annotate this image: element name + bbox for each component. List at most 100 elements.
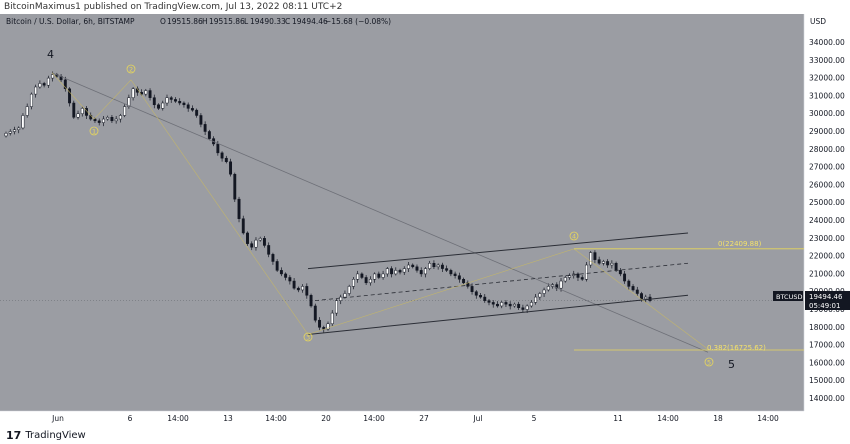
wave-1-label: 1 — [92, 128, 96, 136]
candle-body — [305, 286, 309, 296]
price-tick-label: 17000.00 — [809, 341, 845, 350]
candle-body — [491, 302, 495, 305]
candle-body — [97, 120, 101, 123]
candle-body — [216, 143, 220, 154]
price-tick-label: 25000.00 — [809, 198, 845, 207]
candle-body — [72, 102, 76, 118]
candle-body — [233, 173, 237, 200]
candle-body — [546, 286, 550, 291]
candle-body — [580, 277, 584, 280]
candle-body — [483, 296, 487, 301]
candle-body — [428, 262, 432, 269]
current-price-badge — [773, 291, 803, 301]
price-tick-label: 32000.00 — [809, 74, 845, 83]
candle-body — [195, 109, 199, 116]
candle-body — [368, 279, 372, 284]
price-tick-label: 31000.00 — [809, 91, 845, 100]
high-label: H — [202, 17, 208, 26]
time-tick-label: 14:00 — [167, 414, 189, 423]
time-tick-label: 5 — [532, 414, 537, 423]
time-tick-label: Jun — [51, 414, 64, 423]
current-price-tag: BTCUSD 19494.46 05:49:01 — [773, 291, 850, 310]
time-tick-label: 18 — [713, 414, 723, 423]
candle-body — [398, 270, 402, 273]
candle-body — [373, 273, 377, 280]
current-price: 19494.46 — [809, 293, 843, 301]
candle-body — [402, 268, 406, 273]
candle-body — [63, 79, 67, 90]
candle-body — [584, 264, 588, 280]
time-tick-label: 20 — [321, 414, 331, 423]
candle-body — [165, 97, 169, 104]
price-tick-label: 29000.00 — [809, 127, 845, 136]
plot-background[interactable] — [0, 14, 804, 411]
candle-body — [445, 268, 449, 271]
candle-body — [118, 115, 122, 120]
candle-body — [203, 124, 207, 132]
wave-2-minor: 2 — [126, 64, 136, 74]
fib-level-0382-label: 0.382(16725.62) — [707, 344, 766, 352]
candle-body — [606, 261, 610, 266]
candle-body — [517, 303, 521, 308]
candle-body — [568, 275, 571, 278]
price-tick-label: 18000.00 — [809, 323, 845, 332]
price-tick-label: 23000.00 — [809, 234, 845, 243]
price-axis-background[interactable] — [804, 14, 850, 426]
candle-body — [440, 264, 444, 269]
candle-body — [186, 104, 190, 109]
price-tick-label: 24000.00 — [809, 216, 845, 225]
candle-body — [423, 268, 427, 275]
elliott-wave-path — [51, 72, 710, 351]
high-value: 19515.86 — [209, 17, 245, 26]
time-tick-label: 11 — [613, 414, 623, 423]
candle-body — [144, 90, 148, 95]
candle-body — [174, 99, 177, 102]
candle-body — [224, 157, 228, 163]
candle-body — [631, 286, 635, 291]
close-value: 19494.46 — [292, 17, 328, 26]
wave-3-minor: 3 — [303, 332, 313, 342]
candle-body — [301, 286, 305, 291]
candle-body — [390, 268, 394, 275]
candle-body — [13, 129, 16, 132]
current-symbol: BTCUSD — [776, 293, 802, 301]
candle-body — [436, 264, 440, 268]
candle-body — [101, 118, 105, 123]
wave-4-label: 4 — [572, 233, 576, 241]
candle-body — [563, 277, 567, 282]
tradingview-logo-icon: 17 — [6, 428, 22, 442]
candle-body — [267, 245, 271, 255]
candle-body — [610, 262, 614, 266]
time-axis-background[interactable] — [0, 411, 804, 426]
candle-body — [644, 296, 648, 300]
tradingview-footer: 17 TradingView — [0, 426, 850, 444]
candle-body — [309, 295, 313, 307]
price-tick-label: 30000.00 — [809, 109, 845, 118]
low-label: L — [244, 17, 249, 26]
candle-body — [453, 273, 457, 276]
time-axis[interactable]: Jun 6 14:00 13 14:00 20 14:00 27 Jul 5 11 14:00 18 14… — [51, 414, 779, 423]
candle-body — [114, 118, 118, 122]
candle-body — [601, 261, 605, 264]
candle-body — [381, 273, 385, 278]
candle-body — [479, 295, 482, 298]
candle-body — [127, 97, 131, 107]
price-tick-label: 33000.00 — [809, 56, 845, 65]
time-tick-label: 6 — [128, 414, 133, 423]
price-chart[interactable]: Bitcoin / U.S. Dollar, 6h, BITSTAMP O 19… — [0, 14, 850, 426]
candle-body — [347, 286, 351, 294]
candle-body — [411, 264, 415, 268]
time-tick-label: 27 — [419, 414, 429, 423]
candle-body — [614, 262, 618, 271]
candle-body — [241, 218, 245, 234]
candle-body — [521, 307, 525, 310]
candle-body — [182, 102, 186, 106]
candle-body — [17, 127, 21, 130]
publisher-text: BitcoinMaximus1 published on TradingView… — [4, 2, 343, 12]
wave-4-major-label: 4 — [47, 48, 54, 61]
chart-drawings — [0, 72, 804, 353]
candle-body — [207, 131, 211, 139]
candle-body — [29, 93, 33, 107]
candle-body — [500, 302, 504, 307]
